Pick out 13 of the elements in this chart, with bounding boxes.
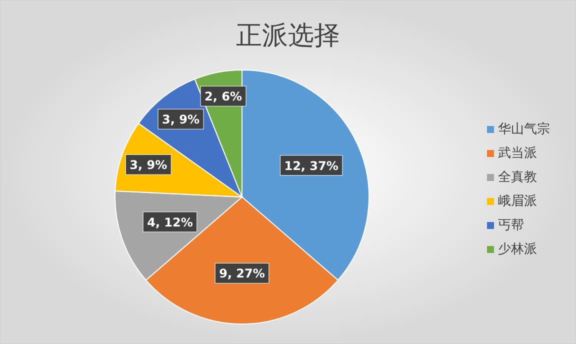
data-label: 2, 6% (204, 90, 242, 104)
data-label: 12, 37% (284, 158, 338, 173)
legend-label: 峨眉派 (498, 194, 537, 209)
data-label: 3, 9% (162, 112, 200, 127)
legend-label: 少林派 (498, 242, 537, 257)
data-label: 3, 9% (130, 158, 168, 172)
legend-label: 全真教 (498, 170, 537, 185)
data-label: 9, 27% (219, 266, 265, 281)
chart-title: 正派选择 (236, 21, 340, 51)
legend-label: 华山气宗 (498, 121, 550, 137)
legend-label: 武当派 (498, 146, 537, 161)
legend-label: 丐帮 (498, 218, 524, 233)
data-label: 4, 12% (147, 215, 193, 230)
